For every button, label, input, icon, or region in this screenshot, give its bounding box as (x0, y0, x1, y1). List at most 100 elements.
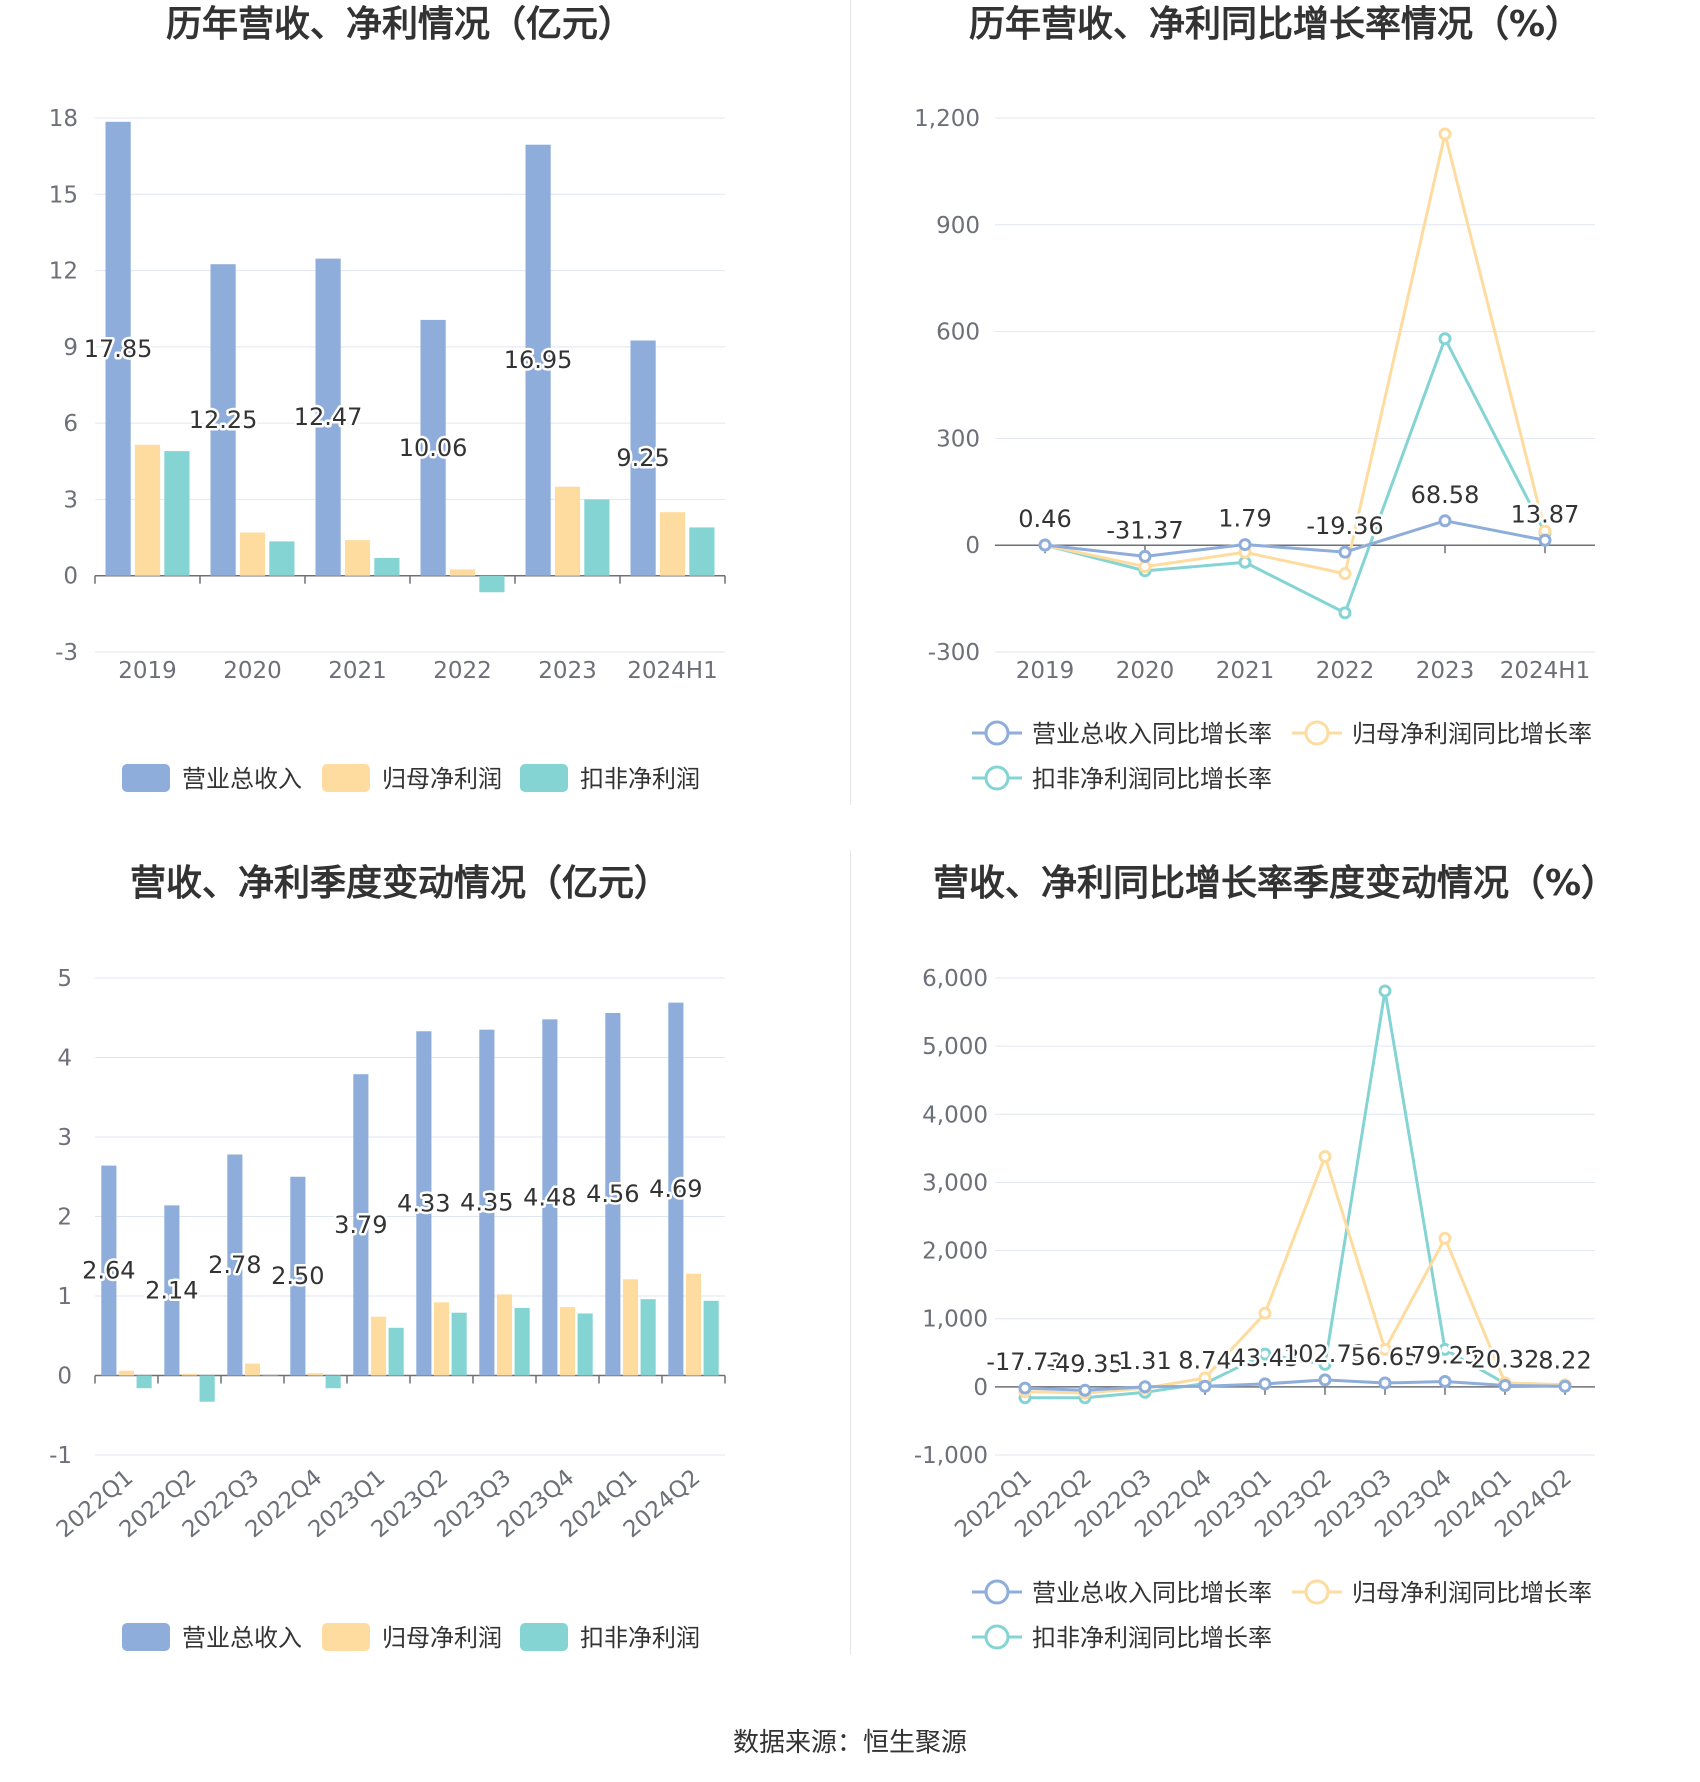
annual-growth-legend-marker (984, 765, 1010, 791)
quarterly-amount-legend-label: 扣非净利润 (580, 1624, 700, 1652)
quarterly-growth-point (1138, 1380, 1152, 1394)
quarterly-amount-bar (542, 1019, 558, 1376)
annual-amount-bar (659, 512, 686, 576)
annual-growth-legend-label: 营业总收入同比增长率 (1032, 720, 1272, 748)
quarterly-amount-legend-swatch (322, 1623, 370, 1651)
quarterly-amount-bar (685, 1273, 702, 1376)
quarterly-growth-point (1558, 1379, 1572, 1393)
quarterly-growth-point (1018, 1381, 1032, 1395)
annual-growth-title: 历年营收、净利同比增长率情况（%） (969, 4, 1581, 45)
annual-growth-point (1538, 533, 1552, 547)
annual-amount-bar (239, 532, 266, 576)
annual-amount-legend-swatch (122, 764, 170, 792)
quarterly-growth-data-label: 79.25 (1411, 1341, 1480, 1369)
annual-growth-legend-label: 归母净利润同比增长率 (1352, 720, 1592, 748)
quarterly-amount-legend-label: 营业总收入 (182, 1624, 302, 1652)
annual-growth-y-tick-label: 900 (936, 213, 980, 239)
annual-growth-point (1438, 127, 1452, 141)
quarterly-amount-bar (290, 1176, 306, 1376)
quarterly-amount-bar (227, 1154, 243, 1376)
annual-growth-y-tick-label: -300 (928, 640, 980, 666)
quarterly-amount-bar (605, 1012, 621, 1376)
quarterly-growth-point (1438, 1231, 1452, 1245)
annual-amount-bar (374, 557, 400, 576)
annual-growth-point (1438, 514, 1452, 528)
quarterly-amount-bar (388, 1327, 404, 1376)
quarterly-amount-y-tick-label: -1 (49, 1443, 72, 1469)
quarterly-growth-data-label: 1.31 (1118, 1347, 1171, 1375)
quarterly-growth-point (1438, 1342, 1452, 1356)
quarterly-amount-bar (514, 1307, 530, 1376)
annual-growth-y-tick-label: 0 (965, 533, 980, 559)
annual-amount-y-tick-label: 0 (63, 564, 78, 590)
annual-growth-legend-marker (1304, 720, 1330, 746)
quarterly-amount-y-tick-label: 1 (57, 1284, 72, 1310)
annual-amount-data-label: 16.95 (504, 346, 573, 374)
quarterly-growth-point (1258, 1347, 1272, 1361)
annual-amount-legend-label: 扣非净利润 (580, 765, 700, 793)
annual-growth-series-line (1044, 133, 1547, 576)
annual-amount-bar (210, 264, 236, 576)
data-source: 数据来源：恒生聚源 (732, 1728, 967, 1758)
quarterly-growth-data-label: 102.73 (1283, 1340, 1367, 1368)
quarterly-amount-legend-swatch (122, 1623, 170, 1651)
annual-growth-point (1238, 538, 1252, 552)
quarterly-amount-bar (101, 1165, 117, 1376)
annual-amount-y-tick-label: 6 (63, 411, 78, 437)
annual-growth-y-tick-label: 600 (936, 320, 980, 346)
annual-amount-title: 历年营收、净利情况（亿元） (166, 4, 634, 45)
annual-amount-legend-swatch (322, 764, 370, 792)
annual-growth-data-label: 13.87 (1511, 500, 1580, 528)
quarterly-growth-series-line (1025, 990, 1566, 1400)
annual-growth-y-tick-label: 1,200 (914, 106, 980, 132)
annual-amount-legend-label: 营业总收入 (182, 765, 302, 793)
quarterly-amount-data-label: 2.14 (145, 1276, 198, 1304)
quarterly-growth-point (1378, 984, 1392, 998)
annual-growth-point (1038, 538, 1052, 552)
quarterly-growth-point (1318, 1357, 1332, 1371)
bottom-divider (850, 850, 851, 1655)
annual-amount-data-label: 12.47 (294, 403, 363, 431)
quarterly-growth-y-tick-label: 3,000 (922, 1170, 988, 1196)
quarterly-growth-y-tick-label: -1,000 (914, 1443, 988, 1469)
quarterly-growth-data-label: -17.73 (986, 1348, 1063, 1376)
quarterly-growth-title: 营收、净利同比增长率季度变动情况（%） (933, 862, 1617, 904)
annual-amount-bar (105, 121, 131, 576)
quarterly-amount-y-tick-label: 2 (57, 1205, 72, 1231)
annual-amount-x-tick-label: 2022 (433, 658, 492, 684)
annual-growth-point (1138, 560, 1152, 574)
quarterly-amount-bar (307, 1373, 324, 1376)
quarterly-amount-bar (479, 1029, 495, 1376)
quarterly-amount-title: 营收、净利季度变动情况（亿元） (130, 862, 670, 904)
annual-growth-x-tick-label: 2022 (1316, 658, 1375, 684)
quarterly-amount-bar (451, 1312, 467, 1376)
quarterly-growth-y-tick-label: 5,000 (922, 1034, 988, 1060)
annual-growth-data-label: -31.37 (1106, 516, 1183, 544)
quarterly-amount-bar (181, 1373, 198, 1376)
annual-growth-x-tick-label: 2020 (1116, 658, 1175, 684)
quarterly-amount-y-tick-label: 5 (57, 966, 72, 992)
quarterly-amount-bar (640, 1299, 656, 1376)
quarterly-growth-y-tick-label: 2,000 (922, 1239, 988, 1265)
annual-growth-point (1138, 549, 1152, 563)
annual-amount-bar (554, 486, 581, 576)
quarterly-growth-data-label: -49.35 (1046, 1350, 1123, 1378)
quarterly-growth-legend-marker (984, 1579, 1010, 1605)
quarterly-amount-bar (262, 1375, 278, 1376)
quarterly-growth-point (1198, 1379, 1212, 1393)
quarterly-growth-data-label: 56.65 (1351, 1343, 1420, 1371)
annual-amount-bar (584, 499, 610, 576)
annual-amount-data-label: 12.25 (189, 406, 258, 434)
annual-amount-bar (269, 541, 295, 576)
annual-amount-y-tick-label: -3 (55, 640, 78, 666)
quarterly-amount-legend-label: 归母净利润 (382, 1624, 502, 1652)
annual-amount-bar (420, 319, 446, 576)
annual-growth-point (1438, 332, 1452, 346)
quarterly-growth-point (1078, 1383, 1092, 1397)
annual-amount-bar (164, 451, 190, 576)
top-divider (850, 0, 851, 805)
annual-growth-legend-marker (984, 720, 1010, 746)
quarterly-growth-y-tick-label: 6,000 (922, 966, 988, 992)
quarterly-amount-data-label: 2.50 (271, 1262, 324, 1290)
